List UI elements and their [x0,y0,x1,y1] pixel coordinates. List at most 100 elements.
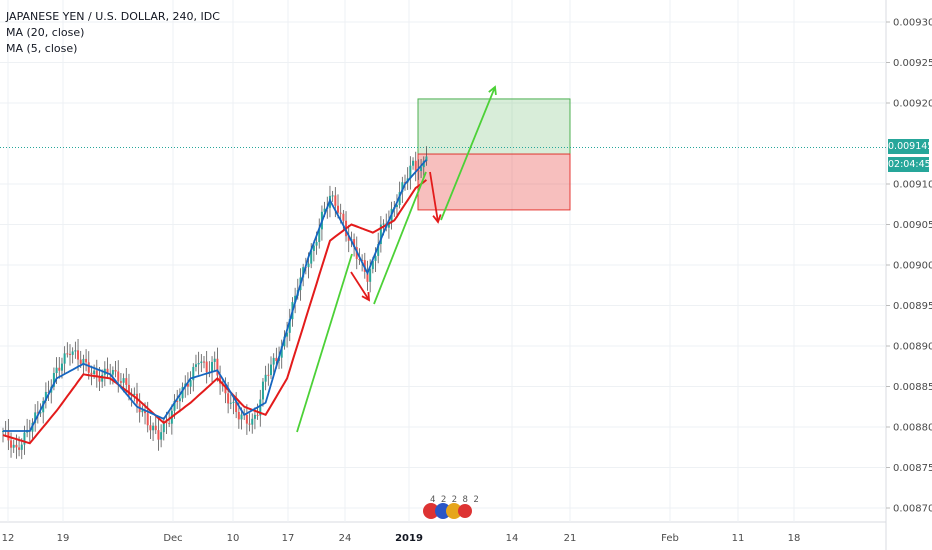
candle-body [141,410,144,413]
candle-body [420,167,423,172]
candle-body [63,353,66,364]
candle-body [87,362,90,373]
candle-body [417,170,420,172]
ma20-legend[interactable]: MA (20, close) [6,26,85,39]
candle-body [127,384,130,396]
trendline-green-1 [296,253,353,433]
candle-body [270,364,272,376]
x-tick-label: Dec [163,533,182,544]
arrow-red-2-head [432,214,442,224]
stop-zone [417,153,571,211]
flag-badge-icon[interactable] [421,497,473,521]
candle-body [178,398,181,402]
candle-body [382,223,385,225]
candle-body [10,440,13,448]
badge-counts: 4 2 2 8 2 [430,495,479,505]
candle-body [71,351,74,355]
candle-body [12,444,15,448]
chart-legend: JAPANESE YEN / U.S. DOLLAR, 240, IDC MA … [6,9,220,57]
candle-body [412,160,415,166]
candle-body [95,370,98,378]
candle-body [315,242,318,246]
candle-body [294,295,297,303]
candle-body [55,367,58,374]
last-price-label: 0.009145 [888,139,932,154]
candle-body [44,391,47,401]
candle-body [409,165,412,179]
candle-body [133,393,136,395]
candle-body [331,195,334,197]
candle-body [318,229,321,243]
candle-body [186,383,189,387]
trendline-green-2 [373,171,427,305]
candle-body [106,368,109,374]
candle-body [74,350,77,352]
candle-body [119,381,122,383]
candle-body [275,357,278,361]
candle-body [414,160,417,171]
x-tick-label: 24 [339,533,352,544]
candle-body [52,373,55,387]
candle-body [7,430,10,441]
candle-body [264,374,267,382]
candle-body [168,423,171,425]
candle-body [219,375,222,384]
candle-body [379,224,382,245]
candle-body [337,205,339,213]
symbol-title[interactable]: JAPANESE YEN / U.S. DOLLAR, 240, IDC [6,10,220,23]
candle-body [224,386,227,394]
candle-body [307,263,310,268]
candle-body [114,370,117,372]
candle-body [192,366,195,381]
candle-body [122,378,125,383]
candle-body [216,358,219,376]
candle-body [157,430,160,440]
candle-body [253,414,256,419]
candle-body [374,255,377,261]
candle-body [36,412,39,414]
x-tick-label: 17 [282,533,295,544]
candle-body [205,361,208,373]
candle-body [232,401,235,403]
candle-body [334,195,337,206]
candle-body [125,378,128,385]
candle-body [261,381,264,400]
target-zone [417,98,571,155]
candle-body [160,432,163,440]
candle-body [85,358,88,363]
candle-body [77,350,80,360]
x-tick-label: 2019 [395,533,423,544]
candle-body [358,258,361,261]
candle-body [347,236,350,241]
candle-body [280,346,283,358]
candle-body [93,370,96,375]
candle-body [58,367,61,371]
bar-countdown-label: 02:04:45 [888,157,931,172]
candle-body [401,182,404,193]
candle-body [101,374,104,382]
candle-body [312,245,315,251]
candle-body [272,357,275,365]
candle-body [203,361,205,363]
candle-body [240,414,243,420]
ma5-legend[interactable]: MA (5, close) [6,42,78,55]
arrow-red-2 [429,171,439,223]
candle-body [288,319,291,333]
x-tick-label: 18 [788,533,801,544]
candle-body [251,418,254,425]
candle-body [267,374,270,376]
candle-body [111,370,114,375]
candle-body [165,422,168,424]
candle-body [149,425,152,431]
candle-body [18,447,21,450]
candle-body [227,393,230,404]
candle-body [369,269,372,282]
